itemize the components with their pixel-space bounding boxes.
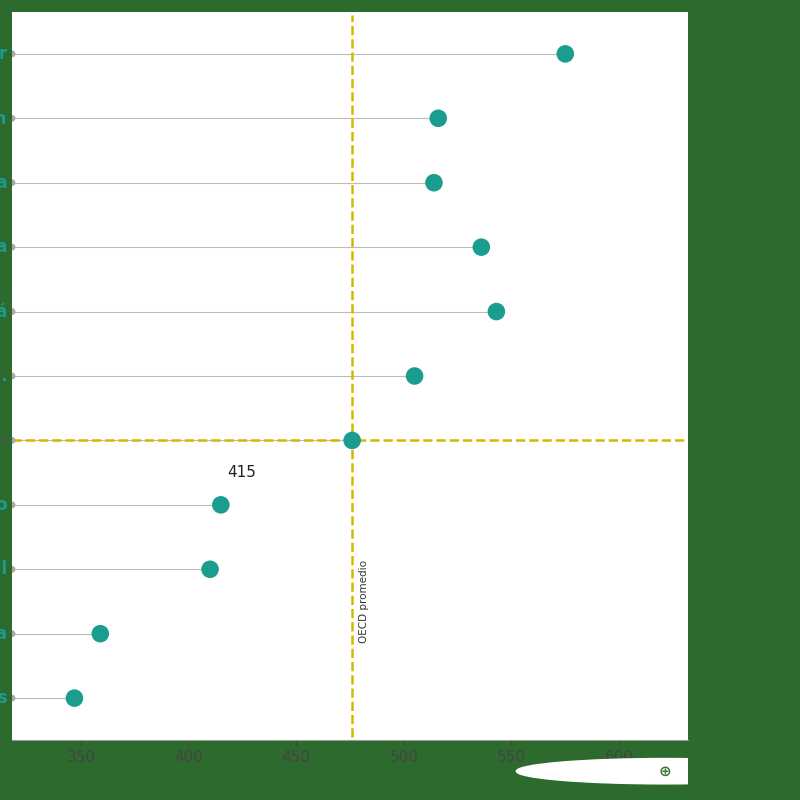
Text: Promedio de la OCDE: Promedio de la OCDE <box>0 435 8 446</box>
Point <box>408 370 421 382</box>
Text: Brasil: Brasil <box>0 560 8 578</box>
Point <box>6 305 18 318</box>
Point <box>68 692 81 705</box>
Text: Japón: Japón <box>0 109 8 127</box>
Point <box>490 305 502 318</box>
Text: Corea: Corea <box>0 174 8 192</box>
Point <box>559 47 572 60</box>
Point <box>204 563 217 576</box>
Point <box>346 434 358 447</box>
Text: Lectura: Lectura <box>707 78 768 354</box>
Text: EE.UU.: EE.UU. <box>0 367 8 385</box>
Point <box>214 498 227 511</box>
Text: Canadá: Canadá <box>0 302 8 321</box>
Point <box>6 241 18 254</box>
Text: Filipinas: Filipinas <box>0 689 8 707</box>
Text: ⊕: ⊕ <box>658 764 671 778</box>
Text: Estonia: Estonia <box>0 238 8 256</box>
Point <box>6 563 18 576</box>
Point <box>6 176 18 189</box>
Point <box>6 498 18 511</box>
Point <box>475 241 488 254</box>
Text: OECD promedio: OECD promedio <box>358 560 369 643</box>
Text: 415: 415 <box>227 466 256 480</box>
Text: publimetr: publimetr <box>555 762 654 780</box>
Point <box>6 627 18 640</box>
Point <box>6 692 18 705</box>
Point <box>432 112 445 125</box>
Point <box>6 112 18 125</box>
Point <box>6 434 18 447</box>
Circle shape <box>516 758 800 784</box>
Text: Singapur: Singapur <box>0 45 8 63</box>
Text: México: México <box>0 496 8 514</box>
Text: Indonesia: Indonesia <box>0 625 8 642</box>
Point <box>427 176 440 189</box>
Point <box>6 47 18 60</box>
Point <box>94 627 106 640</box>
Point <box>6 370 18 382</box>
